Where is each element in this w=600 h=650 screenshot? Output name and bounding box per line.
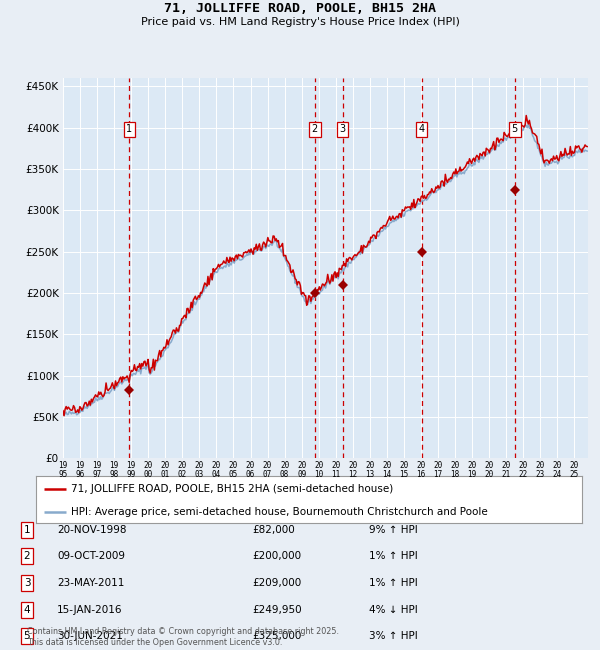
Text: 20
24: 20 24 xyxy=(553,462,562,479)
Text: 20
19: 20 19 xyxy=(467,462,477,479)
Text: 19
97: 19 97 xyxy=(92,462,102,479)
Text: 09-OCT-2009: 09-OCT-2009 xyxy=(57,551,125,562)
Text: Price paid vs. HM Land Registry's House Price Index (HPI): Price paid vs. HM Land Registry's House … xyxy=(140,17,460,27)
Text: 20-NOV-1998: 20-NOV-1998 xyxy=(57,525,127,535)
Text: 20
22: 20 22 xyxy=(518,462,528,479)
Text: £325,000: £325,000 xyxy=(252,631,301,642)
Text: 2: 2 xyxy=(23,551,31,562)
Text: 3: 3 xyxy=(340,124,346,135)
Text: 15-JAN-2016: 15-JAN-2016 xyxy=(57,604,122,615)
Text: 20
20: 20 20 xyxy=(485,462,494,479)
Text: 71, JOLLIFFE ROAD, POOLE, BH15 2HA (semi-detached house): 71, JOLLIFFE ROAD, POOLE, BH15 2HA (semi… xyxy=(71,484,394,494)
Text: 19
95: 19 95 xyxy=(58,462,68,479)
Text: 20
00: 20 00 xyxy=(143,462,153,479)
Text: 20
17: 20 17 xyxy=(433,462,443,479)
Text: 20
16: 20 16 xyxy=(416,462,425,479)
Text: 20
06: 20 06 xyxy=(246,462,255,479)
Text: Contains HM Land Registry data © Crown copyright and database right 2025.
This d: Contains HM Land Registry data © Crown c… xyxy=(27,627,339,647)
Text: 23-MAY-2011: 23-MAY-2011 xyxy=(57,578,124,588)
Text: 4: 4 xyxy=(419,124,425,135)
Text: 20
25: 20 25 xyxy=(570,462,579,479)
Text: 1% ↑ HPI: 1% ↑ HPI xyxy=(369,551,418,562)
Text: 71, JOLLIFFE ROAD, POOLE, BH15 2HA: 71, JOLLIFFE ROAD, POOLE, BH15 2HA xyxy=(164,2,436,15)
Text: 20
09: 20 09 xyxy=(297,462,306,479)
Text: 2: 2 xyxy=(311,124,318,135)
Text: 19
96: 19 96 xyxy=(76,462,85,479)
Text: 20
03: 20 03 xyxy=(195,462,204,479)
Text: 20
05: 20 05 xyxy=(229,462,238,479)
Text: 4: 4 xyxy=(23,604,31,615)
Text: 19
98: 19 98 xyxy=(110,462,119,479)
Text: 20
18: 20 18 xyxy=(451,462,460,479)
Text: 20
08: 20 08 xyxy=(280,462,289,479)
Text: HPI: Average price, semi-detached house, Bournemouth Christchurch and Poole: HPI: Average price, semi-detached house,… xyxy=(71,506,488,517)
Text: 20
02: 20 02 xyxy=(178,462,187,479)
Text: 30-JUN-2021: 30-JUN-2021 xyxy=(57,631,123,642)
Text: £249,950: £249,950 xyxy=(252,604,302,615)
Text: £82,000: £82,000 xyxy=(252,525,295,535)
Text: 20
14: 20 14 xyxy=(382,462,391,479)
Text: 20
23: 20 23 xyxy=(536,462,545,479)
Text: 20
04: 20 04 xyxy=(212,462,221,479)
Text: 20
10: 20 10 xyxy=(314,462,323,479)
Text: 19
99: 19 99 xyxy=(127,462,136,479)
Text: 1: 1 xyxy=(127,124,133,135)
Text: 20
07: 20 07 xyxy=(263,462,272,479)
Text: 20
01: 20 01 xyxy=(161,462,170,479)
Text: 1: 1 xyxy=(23,525,31,535)
Text: 20
11: 20 11 xyxy=(331,462,340,479)
Text: 5: 5 xyxy=(23,631,31,642)
Text: 4% ↓ HPI: 4% ↓ HPI xyxy=(369,604,418,615)
Text: 5: 5 xyxy=(512,124,518,135)
Text: 20
21: 20 21 xyxy=(502,462,511,479)
Text: 9% ↑ HPI: 9% ↑ HPI xyxy=(369,525,418,535)
Text: 3: 3 xyxy=(23,578,31,588)
Text: 20
12: 20 12 xyxy=(348,462,358,479)
Text: 20
15: 20 15 xyxy=(399,462,409,479)
Text: £209,000: £209,000 xyxy=(252,578,301,588)
Text: 1% ↑ HPI: 1% ↑ HPI xyxy=(369,578,418,588)
Text: £200,000: £200,000 xyxy=(252,551,301,562)
Text: 3% ↑ HPI: 3% ↑ HPI xyxy=(369,631,418,642)
Text: 20
13: 20 13 xyxy=(365,462,374,479)
